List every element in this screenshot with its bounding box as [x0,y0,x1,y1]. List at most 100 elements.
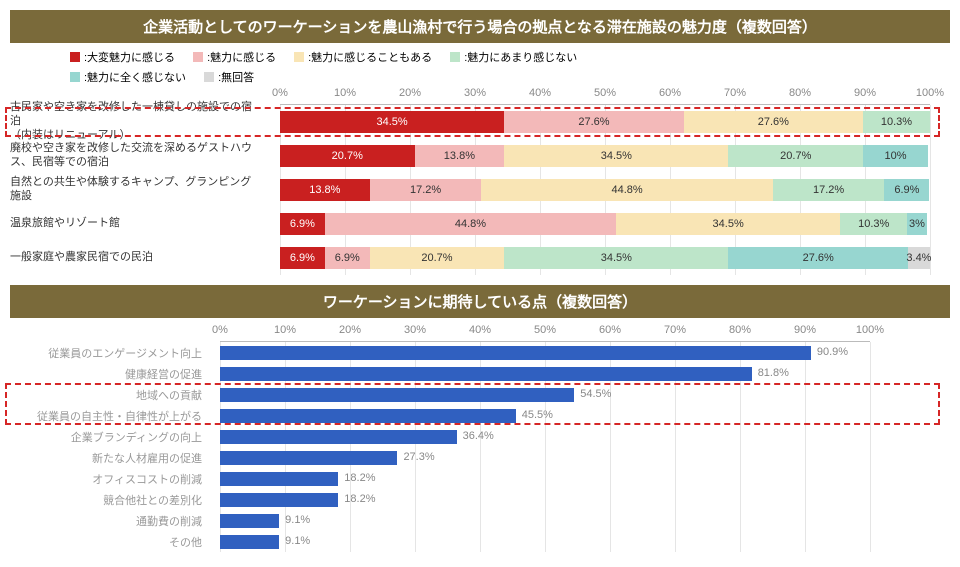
bar-track: 6.9%6.9%20.7%34.5%27.6%3.4% [280,247,930,269]
bar-segment: 10.3% [840,213,907,235]
legend-label: :魅力に感じることもある [308,49,432,65]
legend-swatch [294,52,304,62]
bar-segment: 10.3% [863,111,930,133]
legend-item: :魅力に感じることもある [294,49,432,65]
legend-label: :大変魅力に感じる [84,49,175,65]
bar: 81.8% [220,367,752,381]
chart2-title: ワーケーションに期待している点（複数回答） [10,285,950,318]
row-label: 従業員のエンゲージメント向上 [10,345,210,361]
bar: 90.9% [220,346,811,360]
bar-segment: 20.7% [280,145,415,167]
bar-segment: 34.5% [280,111,504,133]
row-label: 地域への貢献 [10,387,210,403]
bar: 9.1% [220,514,279,528]
bar: 9.1% [220,535,279,549]
legend-label: :魅力にあまり感じない [464,49,577,65]
bar-segment: 44.8% [481,179,772,201]
axis-tick: 0% [212,324,228,336]
chart1-axis: 0%10%20%30%40%50%60%70%80%90%100% [280,87,930,105]
axis-tick: 30% [404,324,426,336]
legend-swatch [193,52,203,62]
chart1-row: 温泉旅館やリゾート館6.9%44.8%34.5%10.3%3% [280,207,930,241]
bar-segment: 17.2% [370,179,482,201]
bar-segment: 6.9% [280,247,325,269]
bar-value: 36.4% [463,430,494,442]
axis-tick: 100% [916,87,944,99]
chart2-row: その他9.1% [220,531,870,552]
chart1-row: 古民家や空き家を改修した一棟貸しの施設での宿泊（内装はリニューアル）34.5%2… [280,105,930,139]
legend-swatch [70,72,80,82]
bar-segment: 20.7% [370,247,505,269]
bar-track: 6.9%44.8%34.5%10.3%3% [280,213,930,235]
chart1-row: 廃校や空き家を改修した交流を深めるゲストハウス、民宿等での宿泊20.7%13.8… [280,139,930,173]
chart1-title: 企業活動としてのワーケーションを農山漁村で行う場合の拠点となる滞在施設の魅力度（… [10,10,950,43]
legend-label: :魅力に全く感じない [84,69,186,85]
bar-segment: 27.6% [684,111,863,133]
row-label: 温泉旅館やリゾート館 [10,217,270,231]
bar-value: 81.8% [758,367,789,379]
legend-item: :魅力にあまり感じない [450,49,577,65]
chart2-row: 健康経営の促進81.8% [220,363,870,384]
row-label: 従業員の自主性・自律性が上がる [10,408,210,424]
bar-segment: 13.8% [415,145,505,167]
bar-segment: 3% [907,213,927,235]
legend-swatch [70,52,80,62]
bar-segment: 34.5% [616,213,840,235]
bar: 18.2% [220,493,338,507]
axis-tick: 0% [272,87,288,99]
bar: 54.5% [220,388,574,402]
bar-segment: 6.9% [325,247,370,269]
row-label: 企業ブランディングの向上 [10,429,210,445]
bar-segment: 20.7% [728,145,863,167]
bar-value: 45.5% [522,409,553,421]
axis-tick: 20% [399,87,421,99]
bar-track: 34.5%27.6%27.6%10.3% [280,111,930,133]
gridline [930,105,931,275]
bar-segment: 27.6% [504,111,683,133]
axis-tick: 80% [789,87,811,99]
bar: 27.3% [220,451,397,465]
chart1-rows: 古民家や空き家を改修した一棟貸しの施設での宿泊（内装はリニューアル）34.5%2… [280,105,930,275]
row-label: 健康経営の促進 [10,366,210,382]
chart2-row: 競合他社との差別化18.2% [220,489,870,510]
bar-value: 9.1% [285,535,310,547]
row-label: 新たな人材雇用の促進 [10,450,210,466]
axis-tick: 70% [664,324,686,336]
chart2-row: 通勤費の削減9.1% [220,510,870,531]
axis-tick: 80% [729,324,751,336]
bar-value: 90.9% [817,346,848,358]
bar-segment: 13.8% [280,179,370,201]
chart1-legend: :大変魅力に感じる :魅力に感じる :魅力に感じることもある :魅力にあまり感じない:… [70,49,630,85]
axis-tick: 40% [469,324,491,336]
bar-track: 13.8%17.2%44.8%17.2%6.9% [280,179,930,201]
bar: 36.4% [220,430,457,444]
axis-tick: 60% [599,324,621,336]
row-label: その他 [10,534,210,550]
row-label: 廃校や空き家を改修した交流を深めるゲストハウス、民宿等での宿泊 [10,142,270,170]
bar-segment: 27.6% [728,247,907,269]
axis-tick: 60% [659,87,681,99]
legend-label: :魅力に感じる [207,49,276,65]
row-label: 一般家庭や農家民宿での民泊 [10,251,270,265]
axis-tick: 50% [594,87,616,99]
legend-swatch [450,52,460,62]
chart1-row: 一般家庭や農家民宿での民泊6.9%6.9%20.7%34.5%27.6%3.4% [280,241,930,275]
legend-label: :無回答 [218,69,254,85]
axis-tick: 70% [724,87,746,99]
axis-tick: 40% [529,87,551,99]
row-label: 通勤費の削減 [10,513,210,529]
chart1-row: 自然との共生や体験するキャンプ、グランピング施設13.8%17.2%44.8%1… [280,173,930,207]
chart2-rows: 従業員のエンゲージメント向上90.9%健康経営の促進81.8%地域への貢献54.… [220,342,870,552]
bar-segment: 10% [863,145,928,167]
chart2-row: 地域への貢献54.5% [220,384,870,405]
bar-value: 54.5% [580,388,611,400]
bar-value: 9.1% [285,514,310,526]
row-label: 競合他社との差別化 [10,492,210,508]
bar-track: 20.7%13.8%34.5%20.7%10% [280,145,930,167]
row-label: 自然との共生や体験するキャンプ、グランピング施設 [10,176,270,204]
legend-item: :魅力に感じる [193,49,276,65]
bar-segment: 3.4% [908,247,930,269]
bar-segment: 44.8% [325,213,616,235]
bar-segment: 34.5% [504,145,728,167]
gridline [870,342,871,552]
